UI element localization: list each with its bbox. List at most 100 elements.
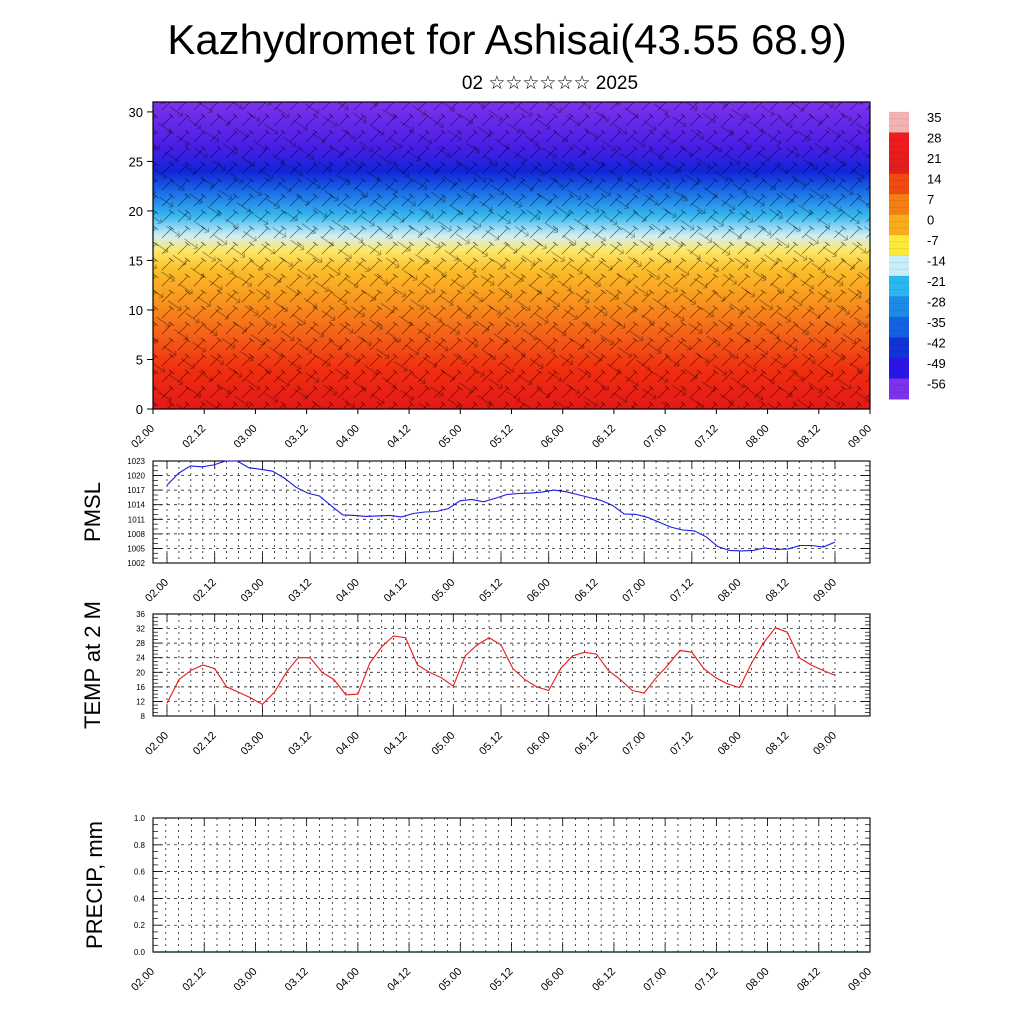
x-tick-label: 09.00 <box>811 577 839 605</box>
y-tick-label: 1014 <box>127 501 145 510</box>
x-tick-label: 07.12 <box>668 730 696 758</box>
y-tick-label: 10 <box>129 303 143 318</box>
x-tick-label: 06.12 <box>590 966 618 994</box>
y-tick-label: 25 <box>129 154 143 169</box>
colorbar-label: -7 <box>927 233 939 248</box>
x-tick-label: 03.12 <box>286 577 314 605</box>
x-tick-label: 08.12 <box>763 730 791 758</box>
y-tick-label: 16 <box>136 683 145 692</box>
x-tick-label: 04.00 <box>334 966 362 994</box>
pmsl-series-line <box>166 460 836 552</box>
x-tick-label: 02.12 <box>191 577 219 605</box>
x-tick-label: 08.00 <box>744 966 772 994</box>
y-tick-label: 20 <box>136 668 145 677</box>
x-tick-label: 05.00 <box>436 966 464 994</box>
x-tick-label: 02.00 <box>143 577 171 605</box>
colorbar-label: -56 <box>927 377 946 392</box>
x-tick-label: 08.12 <box>795 423 823 451</box>
x-tick-label: 05.00 <box>429 577 457 605</box>
x-tick-label: 05.12 <box>488 966 516 994</box>
x-tick-label: 09.00 <box>811 730 839 758</box>
x-tick-label: 05.00 <box>429 730 457 758</box>
y-tick-label: 36 <box>136 610 145 619</box>
precipitation-panel: 0.0 0.2 0.4 0.6 0.8 1.0 02.00 02.12 03.00 03.12 04… <box>82 814 874 994</box>
x-tick-label: 04.12 <box>382 730 410 758</box>
y-tick-label: 32 <box>136 625 145 634</box>
colorbar-swatch <box>889 378 909 400</box>
temperature-series-line <box>166 627 836 705</box>
colorbar-label: 21 <box>927 151 941 166</box>
colorbar-label: 14 <box>927 172 941 187</box>
y-tick-label: 5 <box>136 352 143 367</box>
y-tick-label: 0 <box>136 402 143 417</box>
colorbar-label: 7 <box>927 192 934 207</box>
x-tick-label: 07.00 <box>641 966 669 994</box>
x-tick-label: 08.12 <box>795 966 823 994</box>
colorbar-label: -49 <box>927 356 946 371</box>
x-tick-label: 04.12 <box>385 423 413 451</box>
x-tick-label: 08.12 <box>763 577 791 605</box>
colorbar-swatch <box>889 153 909 174</box>
y-tick-label: 0.6 <box>134 868 146 877</box>
x-tick-label: 04.00 <box>334 577 362 605</box>
y-tick-label: 0.2 <box>134 921 146 930</box>
x-tick-label: 08.00 <box>744 423 772 451</box>
x-tick-label: 05.12 <box>477 730 505 758</box>
colorbar-swatch <box>889 276 909 297</box>
y-axis-label: TEMP at 2 M <box>80 601 105 729</box>
x-tick-label: 04.12 <box>385 966 413 994</box>
x-tick-label: 03.00 <box>239 577 267 605</box>
colorbar-label: 0 <box>927 213 934 228</box>
colorbar-label: -35 <box>927 315 946 330</box>
colorbar-label: -14 <box>927 254 946 269</box>
colorbar-swatch <box>889 214 909 236</box>
pmsl-panel: 1002 1005 1008 1011 1014 1017 1020 1023 02.00 02.… <box>80 457 871 605</box>
x-tick-label: 03.12 <box>286 730 314 758</box>
y-tick-label: 1002 <box>127 559 145 568</box>
colorbar: 35 28 21 14 7 0 -7 -14 -21 -28 -35 -42 -49 -56 <box>889 110 946 400</box>
colorbar-swatch <box>889 235 909 256</box>
x-tick-label: 03.00 <box>232 966 260 994</box>
x-tick-label: 03.12 <box>283 966 311 994</box>
x-tick-label: 02.12 <box>180 966 208 994</box>
temperature-panel: 8 12 16 20 24 28 32 36 02.00 02.12 03.00 03.12 04.00… <box>80 601 871 758</box>
y-tick-label: 0.4 <box>134 894 146 903</box>
y-tick-label: 1008 <box>127 530 145 539</box>
x-tick-label: 04.12 <box>382 577 410 605</box>
x-tick-label: 02.12 <box>191 730 219 758</box>
colorbar-swatch <box>889 112 909 133</box>
y-tick-label: 20 <box>129 204 143 219</box>
colorbar-swatch <box>889 358 909 379</box>
x-tick-label: 03.12 <box>283 423 311 451</box>
plot-frame <box>152 460 871 564</box>
colorbar-swatch <box>889 132 909 154</box>
x-tick-label: 07.00 <box>620 730 648 758</box>
y-tick-label: 28 <box>136 639 145 648</box>
vertical-section-panel: 0 5 10 15 20 25 30 02.00 02.12 03.00 03.12 04.00 04.… <box>129 101 874 451</box>
y-tick-label: 1023 <box>127 457 145 466</box>
x-tick-label: 07.00 <box>620 577 648 605</box>
x-tick-label: 09.00 <box>846 423 874 451</box>
x-tick-label: 04.00 <box>334 423 362 451</box>
wind-barbs <box>153 102 870 409</box>
y-tick-label: 8 <box>141 712 146 721</box>
y-tick-label: 1017 <box>127 486 145 495</box>
colorbar-swatch <box>889 173 909 195</box>
y-tick-label: 1.0 <box>134 814 146 823</box>
x-tick-label: 07.12 <box>693 966 721 994</box>
x-tick-label: 05.12 <box>477 577 505 605</box>
y-tick-label: 15 <box>129 253 143 268</box>
y-tick-label: 0.0 <box>134 948 146 957</box>
wind-barb-layer <box>153 102 870 409</box>
x-tick-label: 06.00 <box>539 423 567 451</box>
x-tick-label: 05.00 <box>436 423 464 451</box>
x-tick-label: 07.12 <box>668 577 696 605</box>
colorbar-label: -28 <box>927 295 946 310</box>
x-tick-label: 02.00 <box>129 423 157 451</box>
x-tick-label: 06.00 <box>539 966 567 994</box>
y-tick-label: 24 <box>136 654 145 663</box>
y-tick-label: 12 <box>136 697 145 706</box>
colorbar-swatch <box>889 194 909 215</box>
x-tick-label: 02.12 <box>180 423 208 451</box>
